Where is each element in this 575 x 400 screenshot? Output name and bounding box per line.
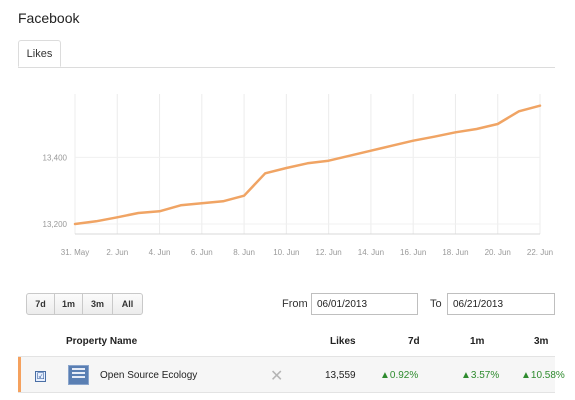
header-likes: Likes	[330, 336, 356, 347]
range-3m-button[interactable]: 3m	[82, 293, 113, 315]
header-3m: 3m	[534, 336, 549, 347]
row-checkbox[interactable]: ☑	[35, 371, 46, 382]
y-tick-label: 13,400	[43, 153, 68, 162]
x-tick-label: 10. Jun	[273, 248, 299, 257]
header-7d: 7d	[408, 336, 420, 347]
change-3m: ▲10.58%	[521, 370, 565, 381]
header-property-name: Property Name	[66, 336, 138, 347]
tab-bar: Likes	[18, 40, 555, 68]
range-7d-button[interactable]: 7d	[26, 293, 55, 315]
tab-likes[interactable]: Likes	[18, 40, 61, 67]
x-tick-label: 18. Jun	[442, 248, 468, 257]
x-tick-label: 4. Jun	[149, 248, 171, 257]
x-tick-label: 16. Jun	[400, 248, 426, 257]
x-tick-label: 2. Jun	[106, 248, 128, 257]
page-title: Facebook	[18, 10, 80, 26]
to-label: To	[430, 298, 442, 310]
x-tick-label: 31. May	[61, 248, 89, 257]
to-date-input[interactable]	[447, 293, 555, 315]
x-tick-label: 22. Jun	[527, 248, 553, 257]
row-color-marker	[18, 357, 21, 392]
property-thumbnail-icon	[68, 365, 89, 385]
remove-icon[interactable]: ✕	[270, 368, 284, 385]
x-tick-label: 12. Jun	[316, 248, 342, 257]
from-date-input[interactable]	[311, 293, 418, 315]
x-tick-label: 8. Jun	[233, 248, 255, 257]
table-row: ☑ Open Source Ecology ✕ 13,559 ▲0.92% ▲3…	[18, 356, 565, 393]
range-button-group: 7d 1m 3m All	[26, 293, 143, 315]
range-1m-button[interactable]: 1m	[54, 293, 83, 315]
header-1m: 1m	[470, 336, 485, 347]
property-name: Open Source Ecology	[100, 370, 198, 381]
range-all-button[interactable]: All	[112, 293, 143, 315]
x-tick-label: 6. Jun	[191, 248, 213, 257]
x-tick-label: 20. Jun	[485, 248, 511, 257]
change-7d: ▲0.92%	[380, 370, 419, 381]
likes-line-chart: 31. May 2. Jun 4. Jun 6. Jun 8. Jun 10. Jun 12…	[43, 94, 553, 257]
change-1m: ▲3.57%	[461, 370, 500, 381]
likes-value: 13,559	[325, 370, 356, 381]
x-tick-label: 14. Jun	[358, 248, 384, 257]
y-tick-label: 13,200	[43, 220, 68, 229]
likes-series-line	[73, 104, 542, 226]
table-header: Property Name Likes 7d 1m 3m	[0, 336, 575, 350]
from-label: From	[282, 298, 308, 310]
